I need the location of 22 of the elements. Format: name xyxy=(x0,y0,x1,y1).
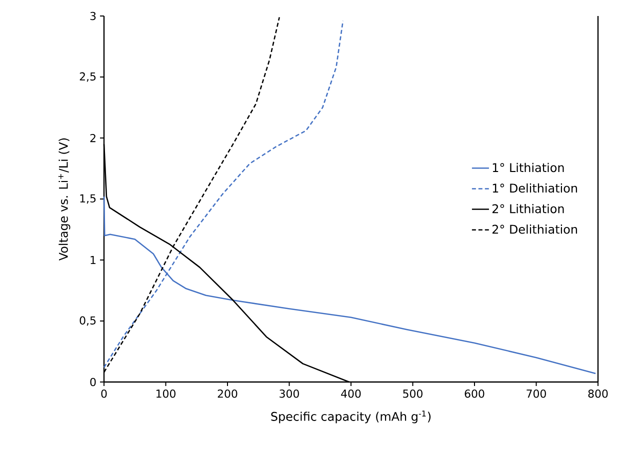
x-tick-label: 0 xyxy=(101,390,107,398)
legend-label: 2° Lithiation xyxy=(492,204,564,214)
x-tick-label: 200 xyxy=(218,390,238,398)
y-axis-title: Voltage vs. Li$^{+}$/Li (V) xyxy=(58,138,70,261)
x-tick-label: 300 xyxy=(280,390,299,398)
y-tick-label: 1 xyxy=(90,256,96,264)
x-tick-label: 700 xyxy=(526,390,546,398)
legend-label: 2° Delithiation xyxy=(492,224,577,234)
y-tick-label: 1,5 xyxy=(80,194,96,204)
x-tick-label: 600 xyxy=(464,390,484,398)
y-tick-label: 2,5 xyxy=(80,72,96,82)
x-tick-label: 800 xyxy=(588,390,608,398)
y-tick-label: 0 xyxy=(90,378,96,386)
y-tick-label: 3 xyxy=(90,12,96,20)
x-tick-label: 400 xyxy=(341,390,361,398)
y-tick-label: 2 xyxy=(90,134,96,142)
legend-label: 1° Lithiation xyxy=(492,162,564,172)
x-axis-title: Specific capacity (mAh g$^{-1}$) xyxy=(271,410,431,424)
y-tick-label: 0,5 xyxy=(80,316,96,326)
x-tick-label: 100 xyxy=(156,390,176,398)
x-tick-label: 500 xyxy=(403,390,422,398)
legend-label: 1° Delithiation xyxy=(492,183,577,193)
